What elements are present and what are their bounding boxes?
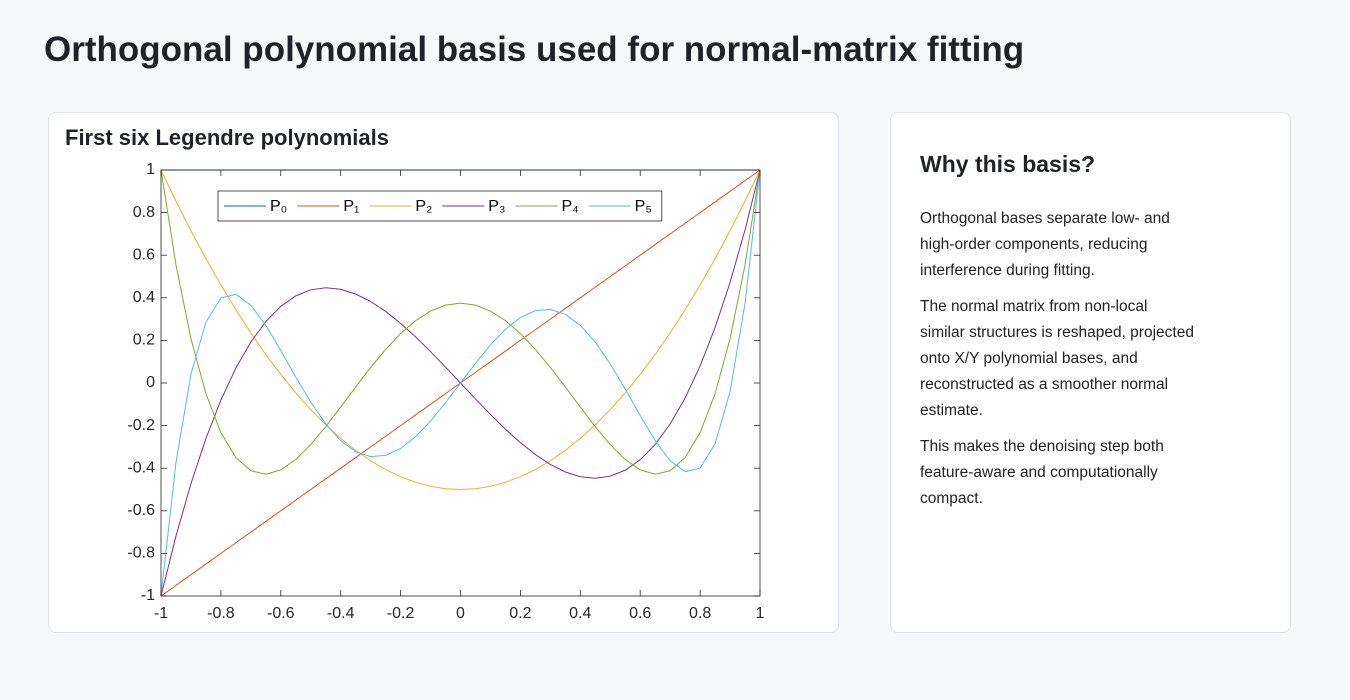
y-tick-label: 0.6 <box>133 246 155 263</box>
y-tick-label: 1 <box>146 161 155 178</box>
legend: P₀ P₁ P₂ P₃ P₄ P₅ <box>217 190 663 222</box>
page-title: Orthogonal polynomial basis used for nor… <box>44 30 1025 69</box>
side-card: Why this basis? Orthogonal bases separat… <box>890 112 1291 633</box>
y-tick-label: -0.4 <box>127 459 155 476</box>
side-paragraph: This makes the denoising step both featu… <box>920 438 1164 507</box>
x-tick-label: -0.2 <box>387 605 415 622</box>
series-line <box>160 169 761 597</box>
x-tick-label: 0 <box>456 605 465 622</box>
x-tick-label: 0.2 <box>509 605 531 622</box>
side-paragraph: Orthogonal bases separate low- and high-… <box>920 210 1170 279</box>
x-tick-label: 0.4 <box>569 605 591 622</box>
y-tick-label: 0.2 <box>133 332 155 349</box>
x-tick-label: -0.6 <box>267 605 295 622</box>
chart: First six Legendre polynomials -1 -0.8 -0.… <box>65 125 765 622</box>
side-paragraph: The normal matrix from non-local similar… <box>920 298 1194 419</box>
y-tick-label: -1 <box>141 587 155 604</box>
x-tick-label: -0.4 <box>327 605 355 622</box>
y-tick-label: 0.4 <box>133 289 155 306</box>
series-line <box>160 169 761 491</box>
side-heading: Why this basis? <box>920 151 1096 177</box>
x-tick-label: 1 <box>756 605 765 622</box>
legend-label: P₃ <box>488 198 505 215</box>
y-tick-label: 0.8 <box>133 204 155 221</box>
chart-title: First six Legendre polynomials <box>65 125 389 150</box>
legend-label: P₄ <box>561 198 578 215</box>
series-line <box>160 169 761 475</box>
chart-card: First six Legendre polynomials -1 -0.8 -0.… <box>48 112 839 633</box>
legend-label: P₂ <box>415 198 432 215</box>
x-tick-label: -0.8 <box>207 605 235 622</box>
y-tick-label: -0.2 <box>127 417 155 434</box>
y-tick-label: -0.6 <box>127 502 155 519</box>
legend-box <box>217 190 663 222</box>
x-tick-label: 0.6 <box>629 605 651 622</box>
y-tick-label: -0.8 <box>127 545 155 562</box>
x-tick-label: 0.8 <box>689 605 711 622</box>
y-tick-label: 0 <box>146 374 155 391</box>
x-tick-label: -1 <box>154 605 168 622</box>
legend-label: P₀ <box>270 198 287 215</box>
legend-label: P₅ <box>635 198 652 215</box>
legend-label: P₁ <box>343 198 359 215</box>
